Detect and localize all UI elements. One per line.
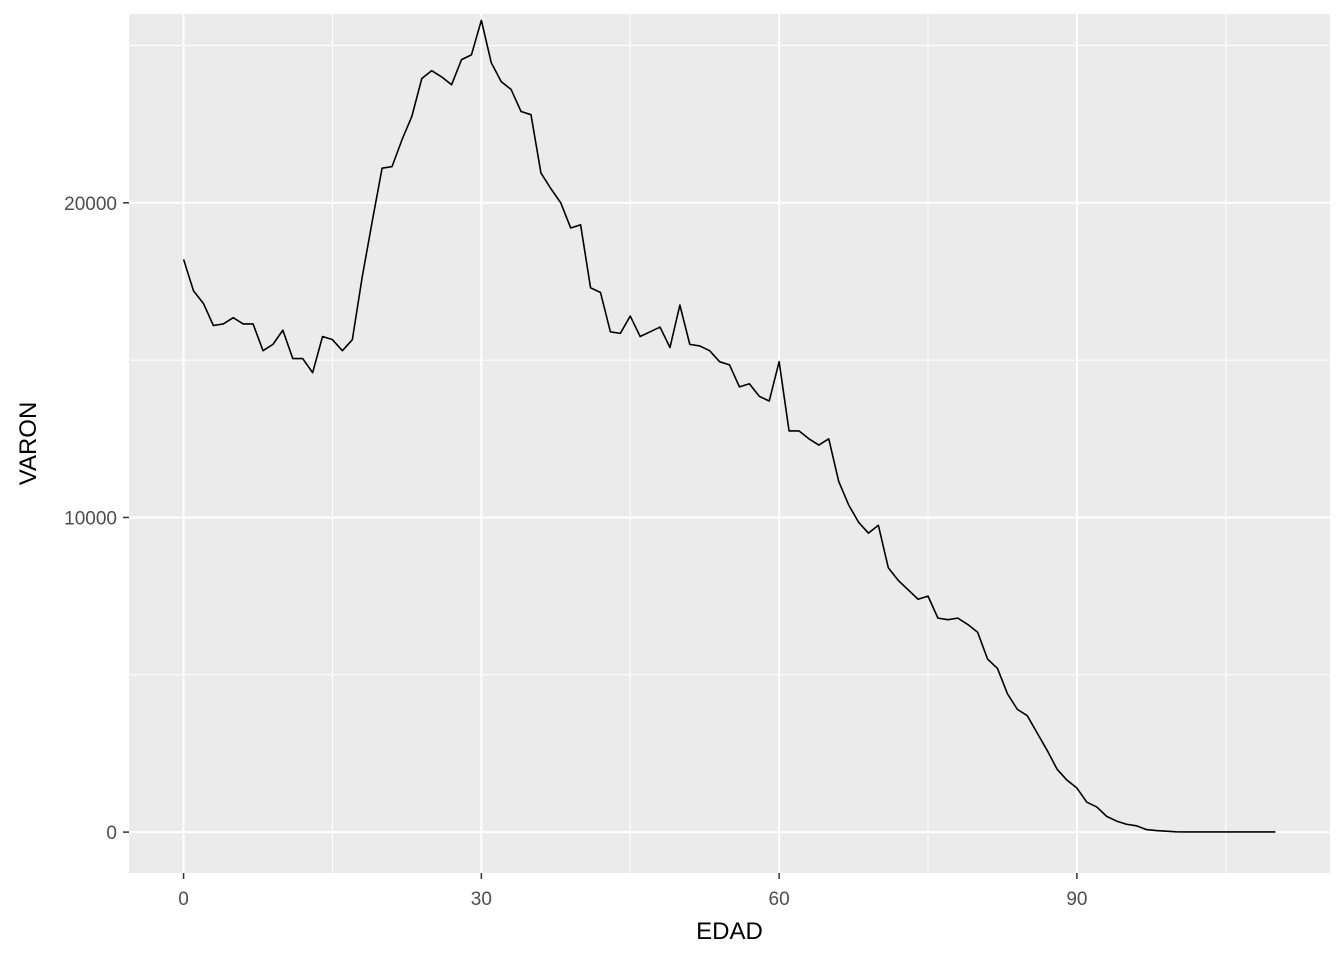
y-axis-title: VARON <box>15 402 42 486</box>
x-axis: 0 30 60 90 <box>178 873 1087 910</box>
x-tick-label: 90 <box>1066 889 1087 910</box>
x-axis-title: EDAD <box>696 918 763 945</box>
grid-minor <box>129 14 1330 873</box>
y-axis: 0 10000 20000 <box>64 194 129 844</box>
plot-panel <box>129 14 1330 873</box>
y-tick-label: 10000 <box>64 508 117 529</box>
y-tick-label: 20000 <box>64 194 117 215</box>
x-tick-label: 0 <box>178 889 189 910</box>
x-tick-label: 60 <box>769 889 790 910</box>
x-tick-label: 30 <box>471 889 492 910</box>
series-line-varon <box>182 19 1276 833</box>
y-tick-label: 0 <box>106 823 117 844</box>
grid-major <box>129 14 1330 873</box>
